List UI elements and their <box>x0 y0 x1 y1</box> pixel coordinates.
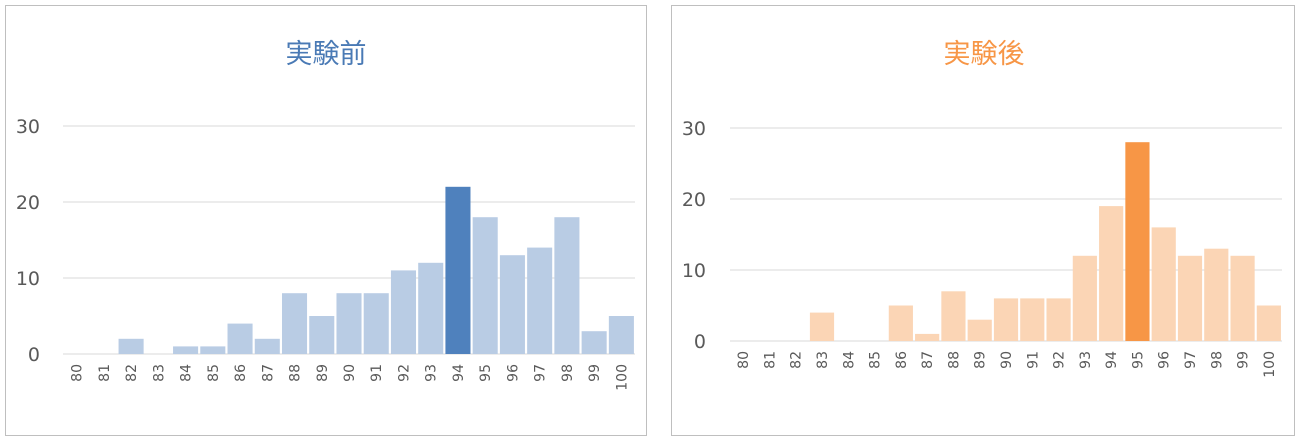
chart-1-xtick-label: 81 <box>762 351 778 369</box>
chart-0-xtick-label: 92 <box>396 364 412 382</box>
chart-0-ytick-label: 30 <box>16 116 40 138</box>
chart-0-ytick-label: 20 <box>16 192 40 214</box>
chart-1-xtick-label: 90 <box>999 351 1015 369</box>
chart-1-xtick-label: 80 <box>736 351 752 369</box>
chart-0-xtick-label: 80 <box>70 364 86 382</box>
chart-1-xtick-label: 89 <box>973 351 989 369</box>
chart-0-bar <box>173 346 199 354</box>
chart-0-ytick-label: 10 <box>16 268 40 290</box>
chart-0-xtick-label: 89 <box>315 364 331 382</box>
chart-1-xtick-label: 91 <box>1025 351 1041 369</box>
chart-1-xtick-label: 95 <box>1130 351 1146 369</box>
chart-0-bar <box>200 346 226 354</box>
chart-1-bar <box>915 333 940 341</box>
chart-0-bar <box>390 270 417 354</box>
chart-0-bar <box>227 323 253 354</box>
chart-0-xtick-label: 93 <box>424 364 440 382</box>
chart-1-xtick-label: 99 <box>1236 351 1252 369</box>
chart-1-bar <box>1046 298 1071 341</box>
chart-1-xtick-label: 83 <box>815 351 831 369</box>
chart-1-ytick-label: 0 <box>694 331 706 353</box>
chart-1-bar <box>967 319 992 341</box>
chart-1-bar <box>1072 255 1097 341</box>
chart-0-xtick-label: 83 <box>151 364 167 382</box>
chart-1-xtick-label: 97 <box>1183 351 1199 369</box>
chart-0-bar <box>472 217 498 354</box>
chart-0-xtick-label: 88 <box>288 364 304 382</box>
chart-0-bar <box>309 316 335 354</box>
chart-0-bar <box>118 338 144 354</box>
chart-0-xtick-label: 86 <box>233 364 249 382</box>
chart-0-xtick-label: 100 <box>614 364 630 391</box>
chart-1-xtick-label: 86 <box>894 351 910 369</box>
chart-0-title: 実験前 <box>286 39 367 70</box>
chart-1-bar <box>1125 142 1150 341</box>
chart-after: 実験後 0 10 20 30 80 81 82 83 84 85 86 87 88 89 90 91 92 93 94… <box>682 39 1282 378</box>
chart-0-xtick-label: 82 <box>124 364 140 382</box>
chart-0-xtick-label: 98 <box>560 364 576 382</box>
chart-before: 実験前 0 10 20 30 80 81 82 83 84 85 86 87 88 89 90 91 92 93 94… <box>16 39 635 391</box>
chart-1-bar <box>1177 255 1203 341</box>
chart-0-bar <box>281 293 308 354</box>
chart-1-bar <box>888 305 913 341</box>
chart-1-title: 実験後 <box>944 39 1025 70</box>
chart-1-bar <box>1204 248 1229 341</box>
chart-1-bar <box>1230 255 1255 341</box>
chart-1-xtick-label: 85 <box>868 351 884 369</box>
chart-1-xtick-label: 94 <box>1104 351 1120 369</box>
chart-1-ytick-label: 20 <box>682 189 706 211</box>
chart-1-xtick-label: 96 <box>1157 351 1173 369</box>
chart-1-xtick-label: 88 <box>946 351 962 369</box>
chart-0-bar <box>363 293 389 354</box>
chart-0-xtick-label: 87 <box>260 364 276 382</box>
chart-1-bar <box>941 291 966 341</box>
chart-0-xtick-label: 96 <box>505 364 521 382</box>
chart-before-panel: 実験前 0 10 20 30 80 81 82 83 84 85 86 87 88 89 90 91 92 93 94… <box>5 5 647 436</box>
chart-0-bar <box>254 338 280 354</box>
chart-0-bar <box>581 331 607 354</box>
chart-1-xtick-label: 98 <box>1209 351 1225 369</box>
chart-0-xtick-label: 81 <box>97 364 113 382</box>
chart-1-xtick-label: 92 <box>1052 351 1068 369</box>
chart-1-bar <box>809 312 835 341</box>
chart-0-bar <box>336 293 362 354</box>
chart-0-bar <box>445 186 471 354</box>
chart-1-bar <box>993 298 1019 341</box>
chart-1-bar <box>1099 206 1124 341</box>
chart-0-xtick-label: 84 <box>179 364 195 382</box>
chart-0-bar <box>608 316 634 354</box>
chart-1-ytick-label: 10 <box>682 260 706 282</box>
chart-1-bar <box>1256 305 1281 341</box>
chart-1-xtick-label: 93 <box>1078 351 1094 369</box>
chart-0-bar <box>418 262 444 354</box>
chart-1-xtick-label: 82 <box>789 351 805 369</box>
chart-after-panel: 実験後 0 10 20 30 80 81 82 83 84 85 86 87 88 89 90 91 92 93 94… <box>671 5 1295 436</box>
chart-1-xtick-label: 84 <box>841 351 857 369</box>
chart-1-bar <box>1020 298 1045 341</box>
chart-0-xtick-label: 85 <box>206 364 222 382</box>
chart-0-xtick-label: 91 <box>369 364 385 382</box>
chart-0-xtick-label: 94 <box>451 364 467 382</box>
chart-0-ytick-label: 0 <box>28 344 40 366</box>
chart-0-xtick-label: 95 <box>478 364 494 382</box>
chart-0-bar <box>499 255 525 354</box>
chart-1-bar <box>1151 227 1176 341</box>
chart-1-ytick-label: 30 <box>682 118 706 140</box>
chart-0-bar <box>527 247 553 354</box>
chart-0-xtick-label: 97 <box>533 364 549 382</box>
chart-1-xtick-label: 87 <box>920 351 936 369</box>
chart-0-xtick-label: 90 <box>342 364 358 382</box>
chart-1-xtick-label: 100 <box>1262 351 1278 378</box>
chart-0-bar <box>554 217 580 354</box>
chart-0-xtick-label: 99 <box>587 364 603 382</box>
